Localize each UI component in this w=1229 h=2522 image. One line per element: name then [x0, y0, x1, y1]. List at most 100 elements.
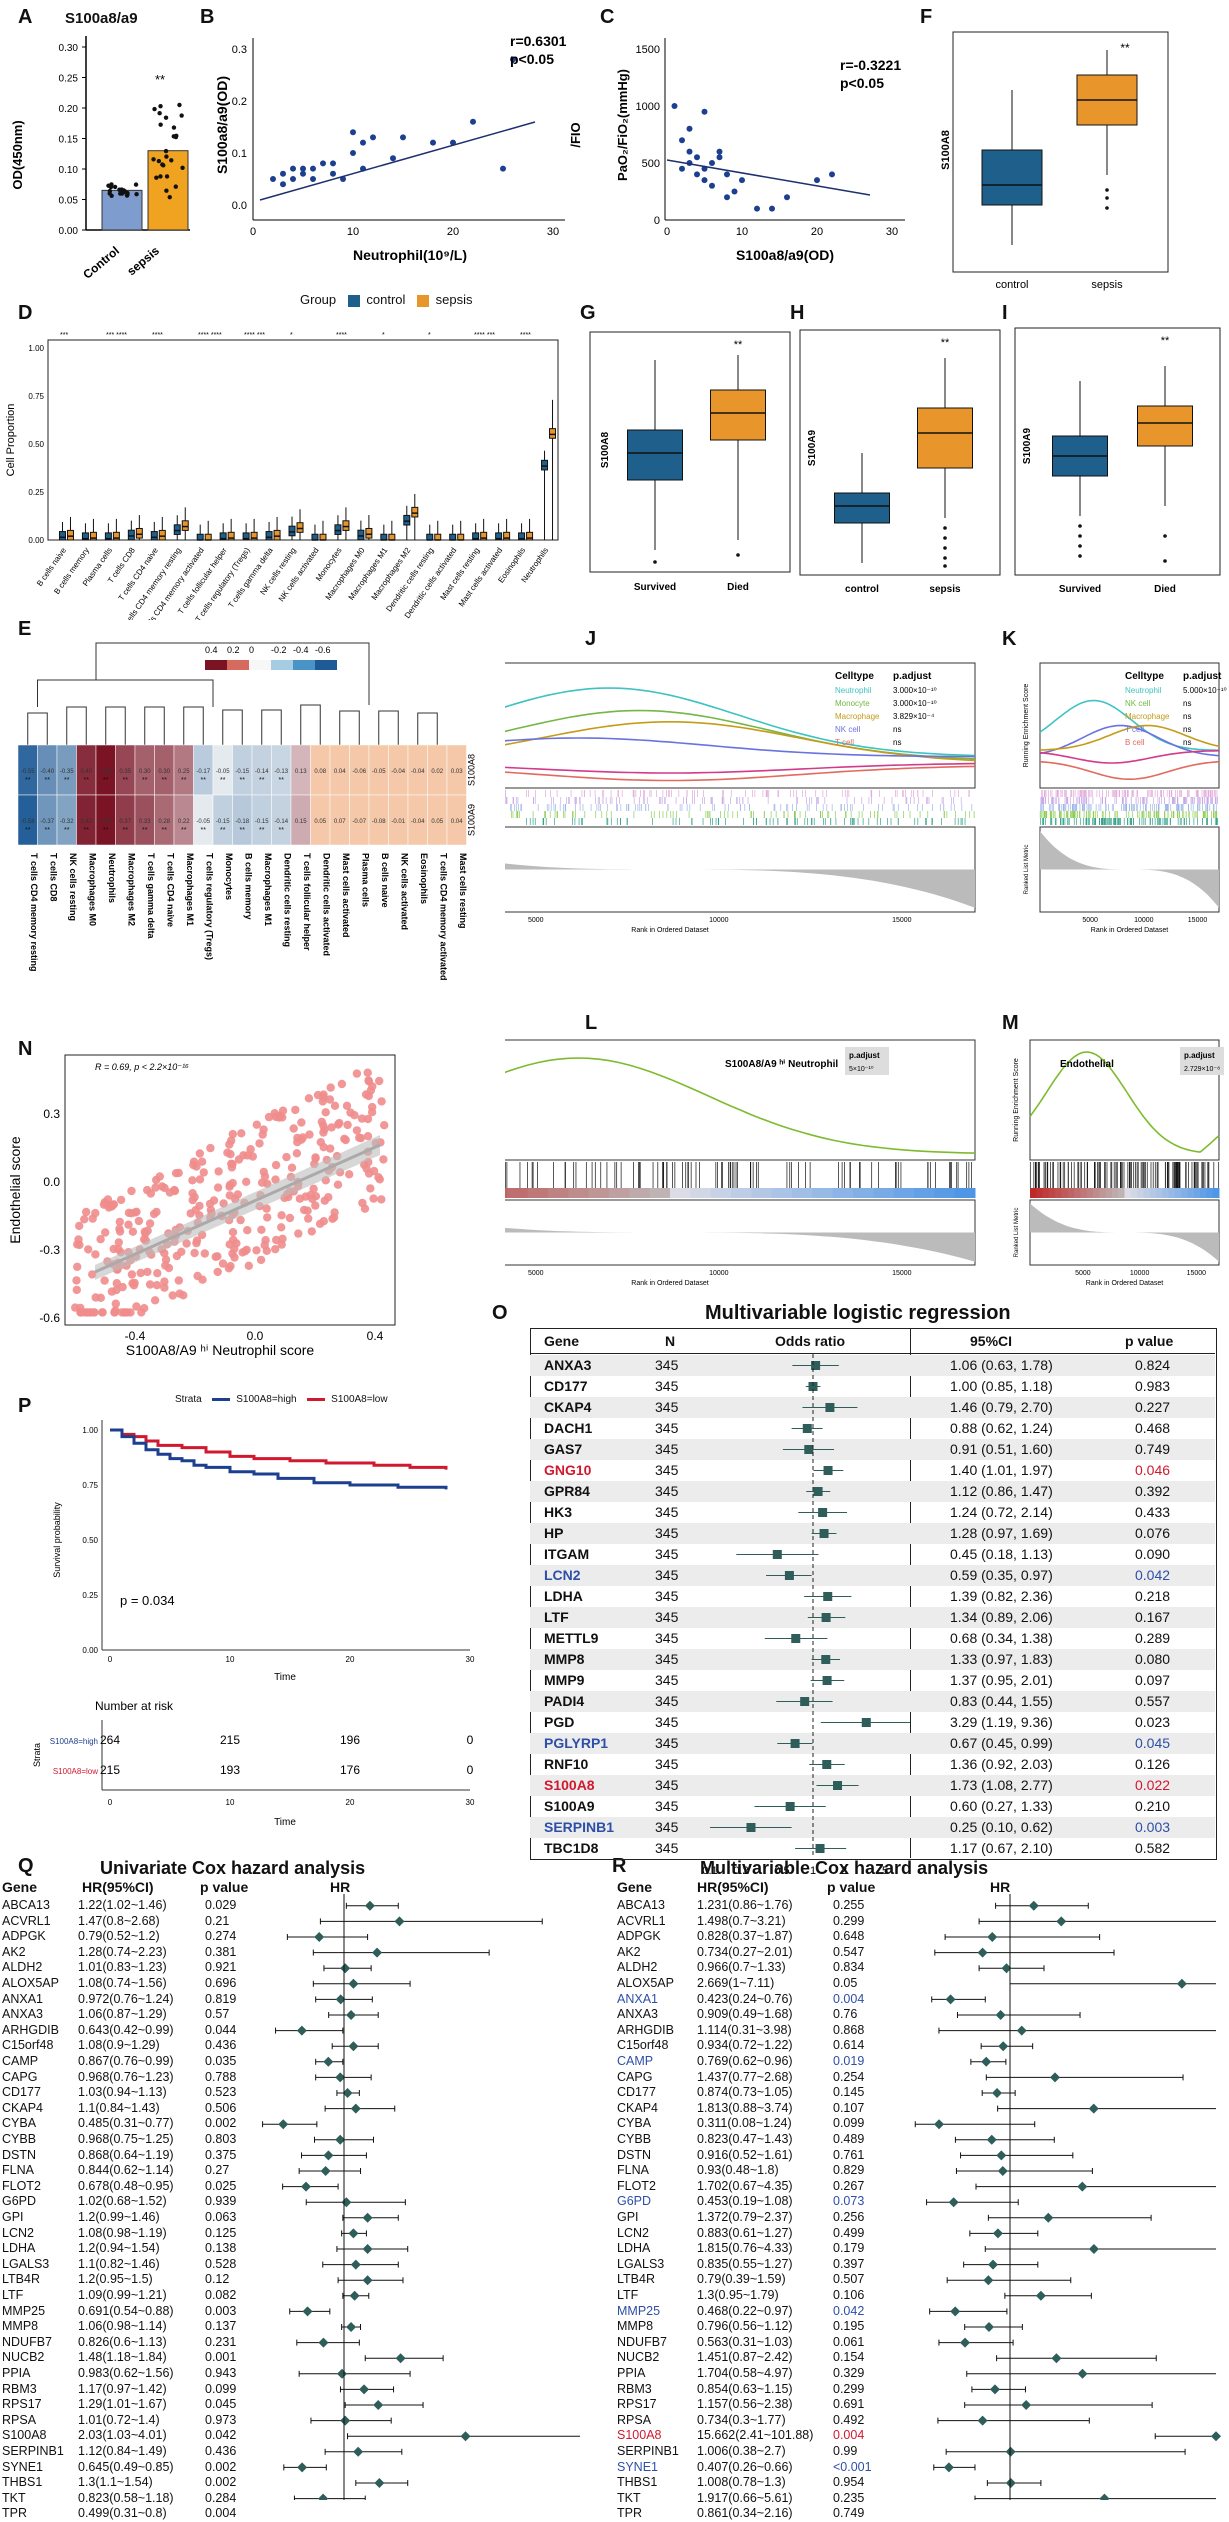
o-ci: 1.06 (0.63, 1.78) [950, 1357, 1053, 1373]
r-header-gene: Gene [617, 1879, 653, 1895]
panel-c-chart: PaO₂/FiO₂(mmHg) 0 10 20 30 0 500 1000 1500 r=-0… [615, 38, 905, 263]
e-dendro-branch [27, 712, 48, 745]
cox-point [1016, 2025, 1027, 2036]
o-row-band [530, 1439, 1215, 1460]
j-plot-padj-title: p.adjust [893, 671, 932, 682]
o-table-row: PGD 345 3.29 (1.19, 9.36) 0.023 [530, 1712, 1215, 1733]
cox-gene: RBM3 [2, 2381, 37, 2396]
e-legend-label: 0.2 [227, 645, 240, 655]
cox-hr: 0.79(0.39~1.59) [697, 2272, 786, 2287]
j-plot-curve [505, 765, 976, 782]
j-plot-padj: 3.000×10⁻¹⁰ [893, 699, 937, 708]
e-dendro-branch [183, 706, 204, 745]
legend-swatch-sepsis [417, 294, 430, 307]
panel-n-fit-line [94, 1143, 381, 1274]
o-row-band [530, 1481, 1215, 1502]
o-p: 0.003 [1135, 1819, 1171, 1835]
n-point [77, 1308, 86, 1317]
e-legend-label: -0.6 [315, 645, 331, 655]
e-cell-value: 0.04 [451, 819, 463, 825]
o-point [811, 1361, 821, 1370]
k-plot-celltype: T cell [1125, 725, 1144, 734]
cox-hr: 1.157(0.56~2.38) [697, 2397, 793, 2412]
n-point [263, 1213, 272, 1222]
c-point [784, 194, 790, 201]
cox-point [1005, 2446, 1016, 2457]
o-gene: HK3 [544, 1504, 573, 1520]
e-cell-value: 0.30 [139, 769, 151, 775]
d-box-control [127, 529, 135, 541]
o-gene: LTF [544, 1609, 569, 1625]
n-point [211, 1252, 220, 1261]
l-plot-gradient [792, 1188, 813, 1198]
cox-point [362, 2244, 373, 2254]
d-sig: **** [152, 332, 163, 339]
a-point [158, 103, 163, 109]
c-point [686, 148, 693, 155]
cox-point [335, 2134, 346, 2145]
o-n: 345 [655, 1462, 679, 1478]
a-point [109, 193, 114, 199]
r-header-p: p value [827, 1879, 876, 1895]
cox-point [1088, 2103, 1099, 2114]
cox-gene: SYNE1 [617, 2459, 658, 2474]
n-point [237, 1129, 246, 1138]
l-plot-gradient [914, 1188, 935, 1198]
panel-r-title: Multivariable Cox hazard analysis [700, 1858, 989, 1878]
e-cell-value: 0.08 [314, 769, 326, 775]
a-point [164, 174, 170, 179]
d-box-sepsis [204, 533, 212, 541]
p-risk-xtick: 30 [466, 1798, 475, 1807]
n-point [115, 1227, 125, 1236]
a-ytick-label: 0.10 [59, 165, 79, 176]
e-cell-value: 0.04 [334, 769, 346, 775]
cox-point [374, 2478, 385, 2488]
panel-h-ylabel: S100A9 [807, 429, 818, 466]
a-point [163, 115, 169, 120]
cox-gene: MMP25 [617, 2303, 661, 2318]
e-cell-sig: ** [279, 827, 285, 834]
g-box-survived-outlier [653, 560, 657, 564]
e-col-label: T cells gamma delta [146, 853, 156, 940]
cox-gene: CYBA [617, 2116, 652, 2131]
cox-point [297, 2462, 308, 2473]
o-point [815, 1844, 825, 1853]
a-point [158, 174, 163, 179]
e-col-label: T cells follicular helper [302, 853, 312, 951]
cox-p: 0.063 [205, 2210, 237, 2224]
e-legend-label: 0.4 [205, 645, 218, 655]
cox-p: 0.299 [833, 1913, 865, 1928]
e-dendro-branch [300, 704, 321, 745]
d-ytick: 0.50 [28, 440, 44, 449]
cox-point [301, 2181, 312, 2192]
cox-gene: G6PD [2, 2194, 37, 2209]
cox-point [340, 1963, 351, 1974]
panel-label-i: I [1002, 302, 1008, 324]
panel-h-chart: S100A9 ** control sepsis [799, 329, 1001, 595]
cox-hr: 2.669(1~7.11) [697, 1976, 775, 1990]
cox-p: 0.003 [205, 2303, 237, 2318]
j-plot-celltype: Monocyte [835, 699, 870, 708]
m-plot-gradient [1105, 1188, 1113, 1198]
o-gene: MMP8 [544, 1651, 585, 1667]
n-point [151, 1183, 160, 1192]
cox-gene: ADPGK [2, 1929, 46, 1944]
n-point [375, 1076, 384, 1086]
n-point [191, 1206, 200, 1215]
n-point [150, 1296, 160, 1305]
e-cell-value: -0.05 [372, 769, 386, 775]
n-point [146, 1189, 155, 1198]
e-cell-sig: ** [162, 777, 168, 784]
cox-gene: THBS1 [617, 2475, 658, 2490]
n-point [127, 1270, 137, 1279]
cox-p: 0.099 [205, 2381, 237, 2396]
d-box-sepsis [526, 531, 534, 541]
cox-p: 0.528 [205, 2256, 237, 2271]
panel-a-title: S100a8/a9 [65, 10, 138, 27]
cox-gene: TPR [617, 2506, 642, 2521]
n-point [152, 1281, 162, 1290]
o-ci: 1.46 (0.79, 2.70) [950, 1399, 1053, 1415]
n-point [277, 1240, 286, 1249]
n-point [100, 1276, 109, 1285]
n-point [195, 1149, 204, 1158]
